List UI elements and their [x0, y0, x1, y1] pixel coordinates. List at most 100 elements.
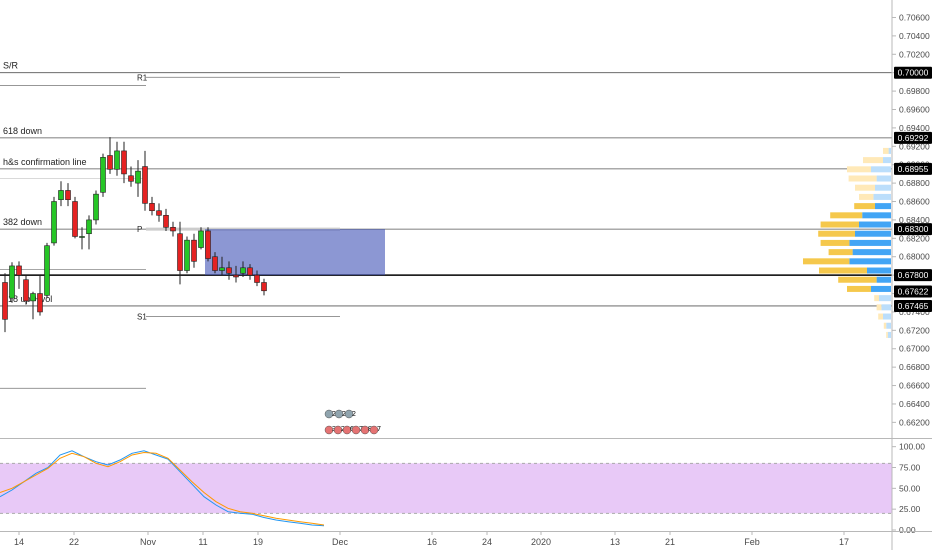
candle-body [107, 155, 113, 170]
candle[interactable] [226, 261, 232, 280]
volume-profile-row [886, 331, 891, 338]
time-tick-label: 13 [610, 537, 620, 547]
candle[interactable] [30, 291, 36, 320]
candle[interactable] [219, 256, 225, 276]
price-tick-label: 0.66600 [899, 381, 930, 391]
candle[interactable] [233, 265, 239, 283]
time-tick-label: 19 [253, 537, 263, 547]
candle[interactable] [79, 227, 85, 250]
stoch-k-line[interactable] [0, 450, 325, 527]
candle-body [128, 175, 134, 182]
candle[interactable] [261, 278, 267, 296]
candle[interactable] [72, 196, 78, 239]
pivot-label: R1 [137, 73, 148, 82]
candle[interactable] [177, 221, 183, 285]
candle[interactable] [142, 150, 148, 211]
volume-profile-up-bar [886, 331, 888, 338]
candle[interactable] [135, 160, 141, 197]
event-flag-icon[interactable] [333, 425, 343, 435]
volume-profile-down-bar [876, 276, 891, 283]
candle-body [142, 166, 148, 204]
candle[interactable] [212, 252, 218, 274]
candle[interactable] [247, 264, 253, 280]
candle[interactable] [58, 181, 64, 207]
candle[interactable] [240, 261, 246, 277]
price-tick-label: 0.68800 [899, 178, 930, 188]
candle[interactable] [107, 137, 113, 174]
event-flag-icon[interactable] [351, 425, 361, 435]
price-tag-label: 0.67465 [898, 301, 929, 311]
candle-body [100, 157, 106, 193]
candle[interactable] [16, 261, 22, 289]
candle[interactable] [37, 275, 43, 316]
level-label: h&s confirmation line [3, 157, 87, 167]
price-tag [894, 285, 932, 298]
event-flag-icon[interactable] [369, 425, 379, 435]
event-flag-icon[interactable] [342, 425, 352, 435]
candle-body [205, 230, 211, 259]
volume-profile-down-bar [883, 157, 891, 164]
event-count: 2 [332, 410, 336, 418]
volume-profile-up-bar [828, 249, 853, 256]
time-axis[interactable]: 14 22 Nov 11 19 Dec 16 24 2020 13 21 Feb 17 [0, 531, 932, 547]
candle[interactable] [23, 275, 29, 305]
event-flag-icon[interactable] [334, 409, 344, 419]
candle[interactable] [51, 196, 57, 246]
candle[interactable] [93, 190, 99, 225]
price-axis[interactable]: 0.70600 0.70400 0.70200 0.70000 0.69800 0.696… [891, 0, 932, 550]
candle-body [37, 293, 43, 313]
event-flag-icon[interactable] [324, 409, 334, 419]
volume-profile-down-bar [867, 267, 891, 274]
volume-profile-up-bar [803, 258, 850, 265]
indicator-tick-label: 25.00 [899, 504, 921, 514]
stochastic-rsi-pane[interactable] [0, 450, 892, 527]
candle[interactable] [156, 203, 162, 222]
price-tag-label: 0.67800 [898, 270, 929, 280]
time-tick-label: Dec [332, 537, 349, 547]
candle[interactable] [114, 141, 120, 176]
candle[interactable] [205, 227, 211, 262]
price-pane[interactable]: S/R 618 down h&s confirmation line 382 down… [0, 61, 932, 439]
event-flag-icon[interactable] [324, 425, 334, 435]
candle[interactable] [9, 262, 15, 303]
candle[interactable] [163, 208, 169, 231]
candle[interactable] [2, 273, 8, 333]
event-badges[interactable]: 222326787 [324, 409, 381, 435]
candle[interactable] [184, 236, 190, 274]
candle[interactable] [65, 183, 71, 207]
candle[interactable] [254, 270, 260, 287]
candle-body [247, 267, 253, 276]
volume-profile-down-bar [881, 304, 891, 311]
volume-profile-row [838, 276, 891, 283]
candle[interactable] [198, 227, 204, 250]
volume-profile-up-bar [883, 322, 887, 329]
volume-profile-up-bar [855, 184, 875, 191]
price-tick-label: 0.69800 [899, 86, 930, 96]
candle[interactable] [191, 233, 197, 268]
volume-profile-row [820, 239, 891, 246]
candle[interactable] [170, 221, 176, 237]
resistance-zone-box[interactable] [205, 229, 385, 276]
candle[interactable] [121, 141, 127, 184]
candle[interactable] [44, 242, 50, 299]
event-flag-icon[interactable] [344, 409, 354, 419]
pivot-label: S1 [137, 313, 147, 322]
candle[interactable] [100, 153, 106, 197]
price-tick-label: 0.68400 [899, 215, 930, 225]
volume-profile-down-bar [852, 249, 891, 256]
candle-body [156, 210, 162, 216]
level-label: 618 down [3, 126, 42, 136]
candle[interactable] [149, 196, 155, 216]
stoch-d-line[interactable] [0, 451, 325, 526]
event-flag-icon[interactable] [360, 425, 370, 435]
candle[interactable] [128, 166, 134, 187]
candle[interactable] [86, 215, 92, 250]
price-tag-label: 0.69292 [898, 133, 929, 143]
volume-profile-row [859, 193, 891, 200]
level-label: 382 down [3, 217, 42, 227]
volume-profile-up-bar [854, 203, 875, 210]
volume-profile-row [848, 175, 891, 182]
volume-profile-down-bar [862, 212, 891, 219]
volume-profile-up-bar [848, 175, 877, 182]
